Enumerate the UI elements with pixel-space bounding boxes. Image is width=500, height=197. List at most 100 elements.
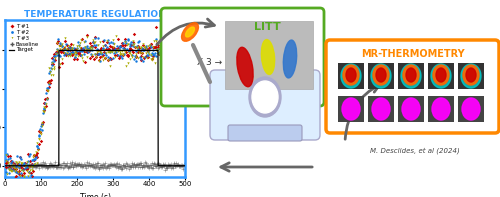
Point [36,163,44,166]
Point [18,163,26,166]
Point [137,162,145,165]
Point [131,45,139,48]
Point [82,40,90,43]
Point [44,87,52,90]
Point [61,36,69,39]
Point [76,49,84,52]
Point [28,164,36,167]
Point [59,48,67,51]
Point [151,46,159,49]
Point [152,164,160,168]
Point [24,163,32,166]
Point [110,48,118,51]
Point [64,52,72,55]
Point [86,48,94,51]
Point [133,44,141,47]
Point [102,53,110,56]
Point [34,144,42,147]
Point [152,38,160,41]
Point [14,170,22,173]
Point [46,163,54,166]
Point [104,59,112,62]
Point [129,163,137,166]
Point [138,43,146,46]
Point [52,51,60,54]
Point [93,162,101,165]
Point [122,42,130,45]
Point [120,53,128,57]
Point [72,52,80,55]
Point [77,38,85,42]
Point [34,164,42,167]
Point [116,163,124,166]
Point [86,164,94,167]
Ellipse shape [346,68,356,82]
Point [127,165,135,168]
Point [170,73,178,76]
Point [144,163,152,166]
Point [141,48,149,51]
Point [96,59,104,63]
Point [158,58,166,61]
Point [19,169,27,172]
Point [62,48,70,51]
Point [126,51,134,55]
Point [128,53,136,57]
Point [34,162,42,165]
Point [68,47,76,50]
Point [76,50,84,53]
Point [136,45,144,48]
Point [2,170,10,173]
Point [88,46,96,49]
Point [168,75,175,78]
Point [148,55,156,58]
Point [126,166,134,169]
Point [107,57,115,60]
Point [80,41,88,44]
Point [38,124,46,127]
Point [148,57,156,60]
Point [136,56,144,59]
Point [20,174,28,177]
Point [30,165,38,168]
Point [180,89,188,92]
Point [58,61,66,64]
Point [170,77,177,81]
Point [123,43,131,46]
Point [70,51,78,54]
Point [174,80,182,84]
Point [114,164,122,167]
Point [164,64,172,68]
Point [42,97,50,100]
Point [160,56,168,59]
Point [8,159,16,162]
Point [138,165,146,168]
Point [146,43,154,46]
Point [116,53,124,56]
Point [172,164,180,167]
Point [103,164,111,167]
Point [64,54,72,57]
Point [145,47,153,50]
Point [6,168,14,171]
Point [165,50,173,53]
Point [154,48,162,51]
Point [110,53,118,56]
FancyBboxPatch shape [338,63,364,89]
Point [28,163,36,166]
Point [124,61,132,64]
Point [178,93,186,96]
Point [138,52,146,55]
Point [12,175,20,178]
Ellipse shape [463,65,479,85]
Point [11,176,19,179]
Point [171,89,179,92]
Point [29,156,37,159]
Point [179,94,187,97]
Point [116,50,124,53]
Point [44,88,52,92]
Point [24,165,32,168]
Point [145,48,153,52]
Point [27,174,35,177]
Point [48,61,56,64]
